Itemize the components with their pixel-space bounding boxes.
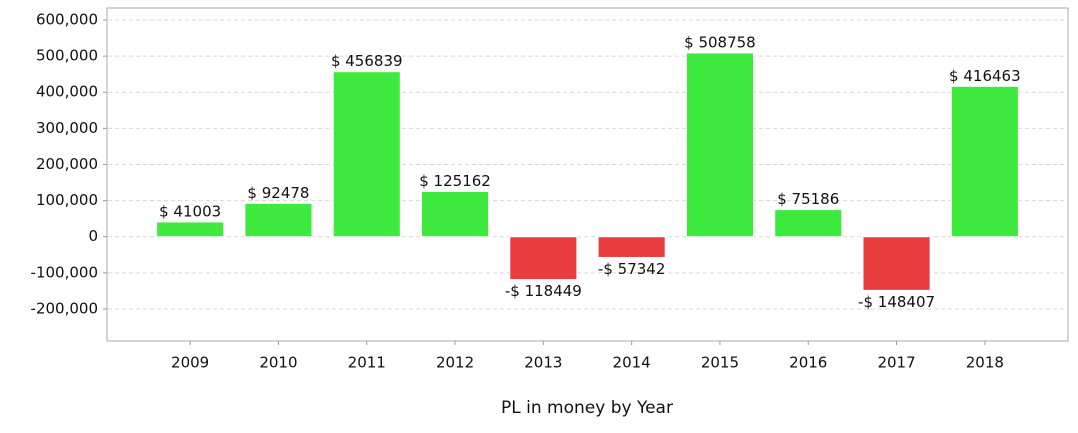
bar xyxy=(332,71,401,238)
x-tick-label: 2010 xyxy=(259,354,297,372)
data-label: $ 75186 xyxy=(777,190,839,208)
y-tick-label: 300,000 xyxy=(36,119,98,137)
data-label: $ 456839 xyxy=(331,52,403,70)
data-label: $ 125162 xyxy=(419,172,491,190)
bar xyxy=(774,209,843,238)
bar xyxy=(950,85,1019,238)
x-axis-title: PL in money by Year xyxy=(501,398,673,418)
data-label: -$ 148407 xyxy=(858,293,935,311)
x-tick-label: 2017 xyxy=(877,354,915,372)
x-tick-label: 2009 xyxy=(171,354,209,372)
x-tick-label: 2012 xyxy=(436,354,474,372)
data-label: -$ 118449 xyxy=(505,282,582,300)
data-label: -$ 57342 xyxy=(598,260,665,278)
y-tick-label: -200,000 xyxy=(31,299,98,317)
bar xyxy=(244,202,313,238)
bar xyxy=(156,221,225,238)
y-tick-label: 500,000 xyxy=(36,47,98,65)
y-tick-label: 0 xyxy=(88,227,98,245)
bar xyxy=(685,52,755,238)
y-tick-label: -100,000 xyxy=(31,263,98,281)
plot-area xyxy=(106,7,1069,342)
x-tick-label: 2013 xyxy=(524,354,562,372)
x-tick-label: 2011 xyxy=(348,354,386,372)
y-tick-label: 400,000 xyxy=(36,83,98,101)
x-tick-label: 2014 xyxy=(613,354,651,372)
x-tick-label: 2015 xyxy=(701,354,739,372)
x-tick-label: 2016 xyxy=(789,354,827,372)
bar xyxy=(509,236,578,281)
bar xyxy=(420,191,490,238)
bar xyxy=(597,236,666,258)
data-label: $ 416463 xyxy=(949,67,1021,85)
data-label: $ 508758 xyxy=(684,33,756,51)
bar xyxy=(862,236,931,291)
y-tick-label: 600,000 xyxy=(36,10,98,28)
data-label: $ 41003 xyxy=(159,202,221,220)
y-tick-label: 100,000 xyxy=(36,191,98,209)
data-label: $ 92478 xyxy=(247,184,309,202)
x-tick-label: 2018 xyxy=(966,354,1004,372)
y-tick-label: 200,000 xyxy=(36,155,98,173)
